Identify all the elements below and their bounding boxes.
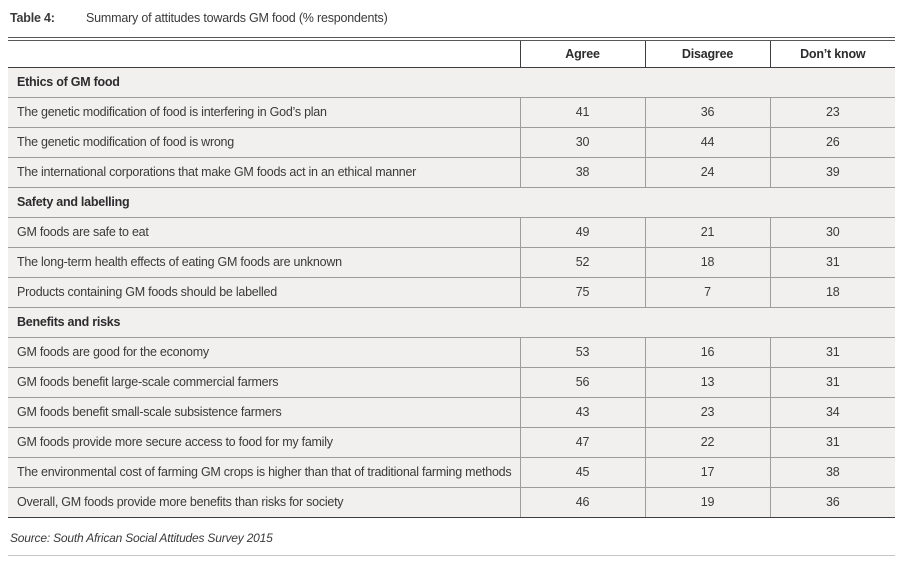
dont-know-value-cell: 31: [769, 247, 895, 278]
agree-value-cell: 43: [519, 397, 645, 428]
statement-cell: GM foods benefit large-scale commercial …: [8, 367, 520, 398]
table-header: Agree Disagree Don’t know: [8, 41, 895, 68]
agree-value-cell: 46: [519, 487, 645, 518]
column-header-disagree: Disagree: [644, 41, 770, 68]
table-body: Ethics of GM food The genetic modificatio…: [8, 67, 895, 518]
section-title: Ethics of GM food: [8, 67, 895, 98]
dont-know-value-cell: 36: [769, 487, 895, 518]
agree-value-cell: 52: [519, 247, 645, 278]
table-row: GM foods are good for the economy 53 16 31: [8, 337, 895, 368]
disagree-value-cell: 18: [644, 247, 770, 278]
disagree-value-cell: 23: [644, 397, 770, 428]
dont-know-value-cell: 26: [769, 127, 895, 158]
statement-cell: The genetic modification of food is wron…: [8, 127, 520, 158]
agree-value-cell: 49: [519, 217, 645, 248]
statement-cell: Overall, GM foods provide more benefits …: [8, 487, 520, 518]
column-header-dont-know: Don’t know: [769, 41, 895, 68]
disagree-value-cell: 21: [644, 217, 770, 248]
dont-know-value-cell: 30: [769, 217, 895, 248]
statement-cell: Products containing GM foods should be l…: [8, 277, 520, 308]
agree-value-cell: 30: [519, 127, 645, 158]
table-row: The long-term health effects of eating G…: [8, 247, 895, 278]
table-row: The environmental cost of farming GM cro…: [8, 457, 895, 488]
statement-cell: The genetic modification of food is inte…: [8, 97, 520, 128]
section-header-row: Ethics of GM food: [8, 67, 895, 98]
statement-cell: GM foods are safe to eat: [8, 217, 520, 248]
table-row: GM foods benefit large-scale commercial …: [8, 367, 895, 398]
disagree-value-cell: 13: [644, 367, 770, 398]
section-header-row: Benefits and risks: [8, 307, 895, 338]
table-row: The genetic modification of food is inte…: [8, 97, 895, 128]
column-header-agree: Agree: [519, 41, 645, 68]
section-title: Benefits and risks: [8, 307, 895, 338]
table-row: GM foods provide more secure access to f…: [8, 427, 895, 458]
section-header-row: Safety and labelling: [8, 187, 895, 218]
agree-value-cell: 56: [519, 367, 645, 398]
disagree-value-cell: 44: [644, 127, 770, 158]
agree-value-cell: 75: [519, 277, 645, 308]
agree-value-cell: 47: [519, 427, 645, 458]
bottom-rule: [8, 554, 895, 556]
disagree-value-cell: 16: [644, 337, 770, 368]
table-row: Overall, GM foods provide more benefits …: [8, 487, 895, 518]
statement-cell: GM foods benefit small-scale subsistence…: [8, 397, 520, 428]
gm-attitudes-table: Agree Disagree Don’t know Ethics of GM f…: [8, 41, 895, 518]
header-row: Agree Disagree Don’t know: [8, 41, 895, 68]
agree-value-cell: 41: [519, 97, 645, 128]
agree-value-cell: 53: [519, 337, 645, 368]
dont-know-value-cell: 39: [769, 157, 895, 188]
agree-value-cell: 38: [519, 157, 645, 188]
disagree-value-cell: 17: [644, 457, 770, 488]
top-double-rule: [8, 37, 895, 41]
table-row: Products containing GM foods should be l…: [8, 277, 895, 308]
source-note: Source: South African Social Attitudes S…: [10, 530, 273, 545]
statement-cell: The environmental cost of farming GM cro…: [8, 457, 520, 488]
statement-cell: The international corporations that make…: [8, 157, 520, 188]
dont-know-value-cell: 31: [769, 367, 895, 398]
dont-know-value-cell: 31: [769, 337, 895, 368]
dont-know-value-cell: 23: [769, 97, 895, 128]
table-caption: Table 4: Summary of attitudes towards GM…: [0, 0, 903, 25]
statement-cell: The long-term health effects of eating G…: [8, 247, 520, 278]
table-title: Summary of attitudes towards GM food (% …: [86, 11, 388, 25]
dont-know-value-cell: 18: [769, 277, 895, 308]
table-row: GM foods benefit small-scale subsistence…: [8, 397, 895, 428]
disagree-value-cell: 36: [644, 97, 770, 128]
disagree-value-cell: 22: [644, 427, 770, 458]
dont-know-value-cell: 31: [769, 427, 895, 458]
table-row: The international corporations that make…: [8, 157, 895, 188]
column-header-statement: [8, 41, 520, 68]
disagree-value-cell: 7: [644, 277, 770, 308]
agree-value-cell: 45: [519, 457, 645, 488]
disagree-value-cell: 19: [644, 487, 770, 518]
table-row: GM foods are safe to eat 49 21 30: [8, 217, 895, 248]
table-row: The genetic modification of food is wron…: [8, 127, 895, 158]
statement-cell: GM foods provide more secure access to f…: [8, 427, 520, 458]
statement-cell: GM foods are good for the economy: [8, 337, 520, 368]
disagree-value-cell: 24: [644, 157, 770, 188]
section-title: Safety and labelling: [8, 187, 895, 218]
table-number: Table 4:: [10, 11, 55, 25]
dont-know-value-cell: 34: [769, 397, 895, 428]
dont-know-value-cell: 38: [769, 457, 895, 488]
